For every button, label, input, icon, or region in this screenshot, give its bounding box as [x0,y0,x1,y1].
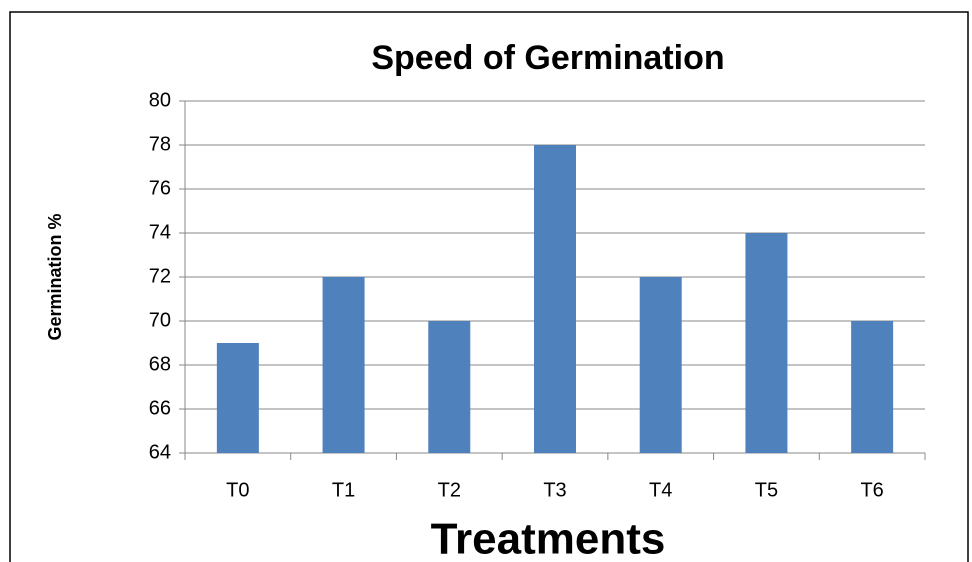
y-tick-label: 64 [149,441,171,463]
bar [322,277,365,453]
y-tick-label: 72 [149,265,171,287]
y-tick-label: 78 [149,133,171,155]
x-tick-label: T6 [860,479,883,501]
y-tick-label: 66 [149,397,171,419]
frame [9,11,969,562]
x-tick-label: T2 [438,479,461,501]
x-tick-label: T3 [543,479,566,501]
bar [851,321,894,453]
y-tick-label: 70 [149,309,171,331]
x-tick-label: T5 [755,479,778,501]
y-tick-label: 80 [149,89,171,111]
x-tick-label: T4 [649,479,672,501]
x-tick-label: T0 [226,479,249,501]
bar [534,145,576,453]
bar [639,277,682,453]
y-tick-label: 74 [149,221,171,243]
bar [745,233,788,453]
bar [216,343,259,453]
y-tick-label: 76 [149,177,171,199]
bar [428,321,471,453]
chart-title: Speed of Germination [371,39,724,77]
x-tick-label: T1 [332,479,355,501]
y-axis-label: Germination % [45,213,65,340]
y-tick-label: 68 [149,353,171,375]
x-axis-label: Treatments [431,515,666,562]
